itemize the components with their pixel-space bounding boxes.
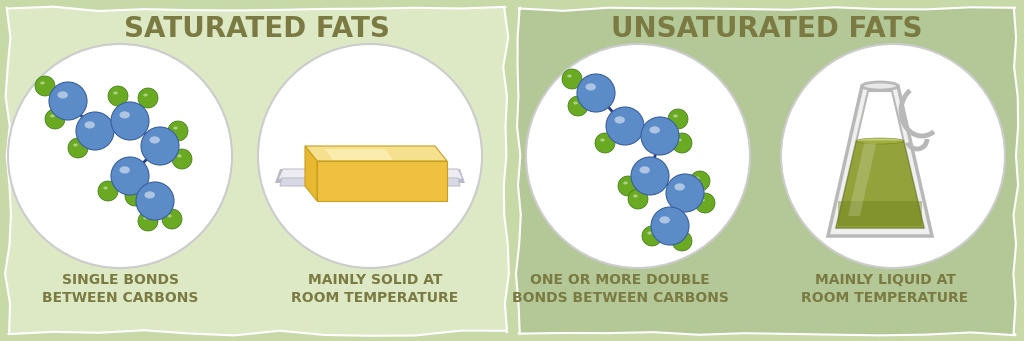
Polygon shape bbox=[5, 7, 509, 336]
Circle shape bbox=[125, 186, 145, 206]
Polygon shape bbox=[275, 169, 465, 183]
Circle shape bbox=[781, 44, 1005, 268]
Circle shape bbox=[136, 182, 174, 220]
Ellipse shape bbox=[862, 82, 898, 90]
Circle shape bbox=[138, 88, 158, 108]
Circle shape bbox=[641, 117, 679, 155]
Circle shape bbox=[168, 121, 188, 141]
Circle shape bbox=[98, 181, 118, 201]
Ellipse shape bbox=[150, 136, 160, 144]
Ellipse shape bbox=[120, 111, 130, 119]
Circle shape bbox=[49, 82, 87, 120]
Ellipse shape bbox=[677, 237, 682, 239]
Circle shape bbox=[631, 157, 669, 195]
Circle shape bbox=[108, 86, 128, 106]
Ellipse shape bbox=[677, 138, 682, 142]
Ellipse shape bbox=[647, 232, 651, 235]
Circle shape bbox=[666, 174, 705, 212]
Circle shape bbox=[606, 107, 644, 145]
Circle shape bbox=[162, 209, 182, 229]
Text: ONE OR MORE DOUBLE
BONDS BETWEEN CARBONS: ONE OR MORE DOUBLE BONDS BETWEEN CARBONS bbox=[512, 273, 728, 306]
Circle shape bbox=[526, 44, 750, 268]
Ellipse shape bbox=[649, 126, 659, 134]
Polygon shape bbox=[305, 146, 317, 201]
Polygon shape bbox=[516, 7, 1018, 335]
Ellipse shape bbox=[700, 198, 705, 202]
Polygon shape bbox=[278, 169, 463, 179]
Ellipse shape bbox=[586, 83, 596, 90]
Circle shape bbox=[111, 102, 150, 140]
Circle shape bbox=[172, 149, 193, 169]
Circle shape bbox=[672, 133, 692, 153]
Ellipse shape bbox=[177, 154, 181, 158]
Circle shape bbox=[651, 207, 689, 245]
Ellipse shape bbox=[639, 166, 650, 174]
Polygon shape bbox=[280, 178, 460, 186]
Ellipse shape bbox=[114, 91, 118, 94]
Ellipse shape bbox=[659, 216, 670, 224]
Circle shape bbox=[618, 176, 638, 196]
Ellipse shape bbox=[614, 116, 625, 123]
Ellipse shape bbox=[50, 115, 54, 118]
Ellipse shape bbox=[600, 138, 605, 142]
Polygon shape bbox=[305, 146, 447, 161]
Ellipse shape bbox=[120, 166, 130, 174]
Circle shape bbox=[690, 171, 710, 191]
Circle shape bbox=[668, 109, 688, 129]
Ellipse shape bbox=[167, 214, 172, 218]
Circle shape bbox=[568, 96, 588, 116]
Circle shape bbox=[35, 76, 55, 96]
Circle shape bbox=[628, 189, 648, 209]
Circle shape bbox=[138, 211, 158, 231]
Circle shape bbox=[642, 226, 662, 246]
Polygon shape bbox=[828, 86, 932, 236]
Text: MAINLY SOLID AT
ROOM TEMPERATURE: MAINLY SOLID AT ROOM TEMPERATURE bbox=[292, 273, 459, 306]
Circle shape bbox=[258, 44, 482, 268]
Circle shape bbox=[45, 109, 65, 129]
Circle shape bbox=[68, 138, 88, 158]
Ellipse shape bbox=[675, 183, 685, 191]
Ellipse shape bbox=[84, 121, 95, 129]
Circle shape bbox=[76, 112, 114, 150]
Circle shape bbox=[8, 44, 232, 268]
Ellipse shape bbox=[57, 91, 68, 99]
Circle shape bbox=[577, 74, 615, 112]
Polygon shape bbox=[836, 141, 924, 228]
Ellipse shape bbox=[143, 93, 147, 97]
Ellipse shape bbox=[173, 127, 178, 130]
Ellipse shape bbox=[103, 187, 108, 190]
Ellipse shape bbox=[624, 181, 628, 184]
Circle shape bbox=[141, 127, 179, 165]
Polygon shape bbox=[838, 201, 922, 226]
Ellipse shape bbox=[695, 177, 699, 179]
Ellipse shape bbox=[40, 81, 45, 85]
Circle shape bbox=[695, 193, 715, 213]
Circle shape bbox=[595, 133, 615, 153]
Text: MAINLY LIQUID AT
ROOM TEMPERATURE: MAINLY LIQUID AT ROOM TEMPERATURE bbox=[802, 273, 969, 306]
Ellipse shape bbox=[130, 192, 135, 194]
Ellipse shape bbox=[567, 74, 571, 77]
Polygon shape bbox=[848, 143, 877, 216]
Ellipse shape bbox=[673, 115, 678, 118]
Polygon shape bbox=[325, 149, 393, 160]
Ellipse shape bbox=[633, 194, 638, 197]
Text: UNSATURATED FATS: UNSATURATED FATS bbox=[611, 15, 923, 43]
Text: SATURATED FATS: SATURATED FATS bbox=[124, 15, 390, 43]
Ellipse shape bbox=[856, 138, 904, 144]
Polygon shape bbox=[317, 161, 447, 201]
Ellipse shape bbox=[143, 217, 147, 220]
Ellipse shape bbox=[573, 102, 578, 104]
Circle shape bbox=[111, 157, 150, 195]
Circle shape bbox=[672, 231, 692, 251]
Text: SINGLE BONDS
BETWEEN CARBONS: SINGLE BONDS BETWEEN CARBONS bbox=[42, 273, 199, 306]
Ellipse shape bbox=[74, 144, 78, 147]
Polygon shape bbox=[836, 91, 924, 228]
Circle shape bbox=[562, 69, 582, 89]
Ellipse shape bbox=[144, 191, 155, 198]
